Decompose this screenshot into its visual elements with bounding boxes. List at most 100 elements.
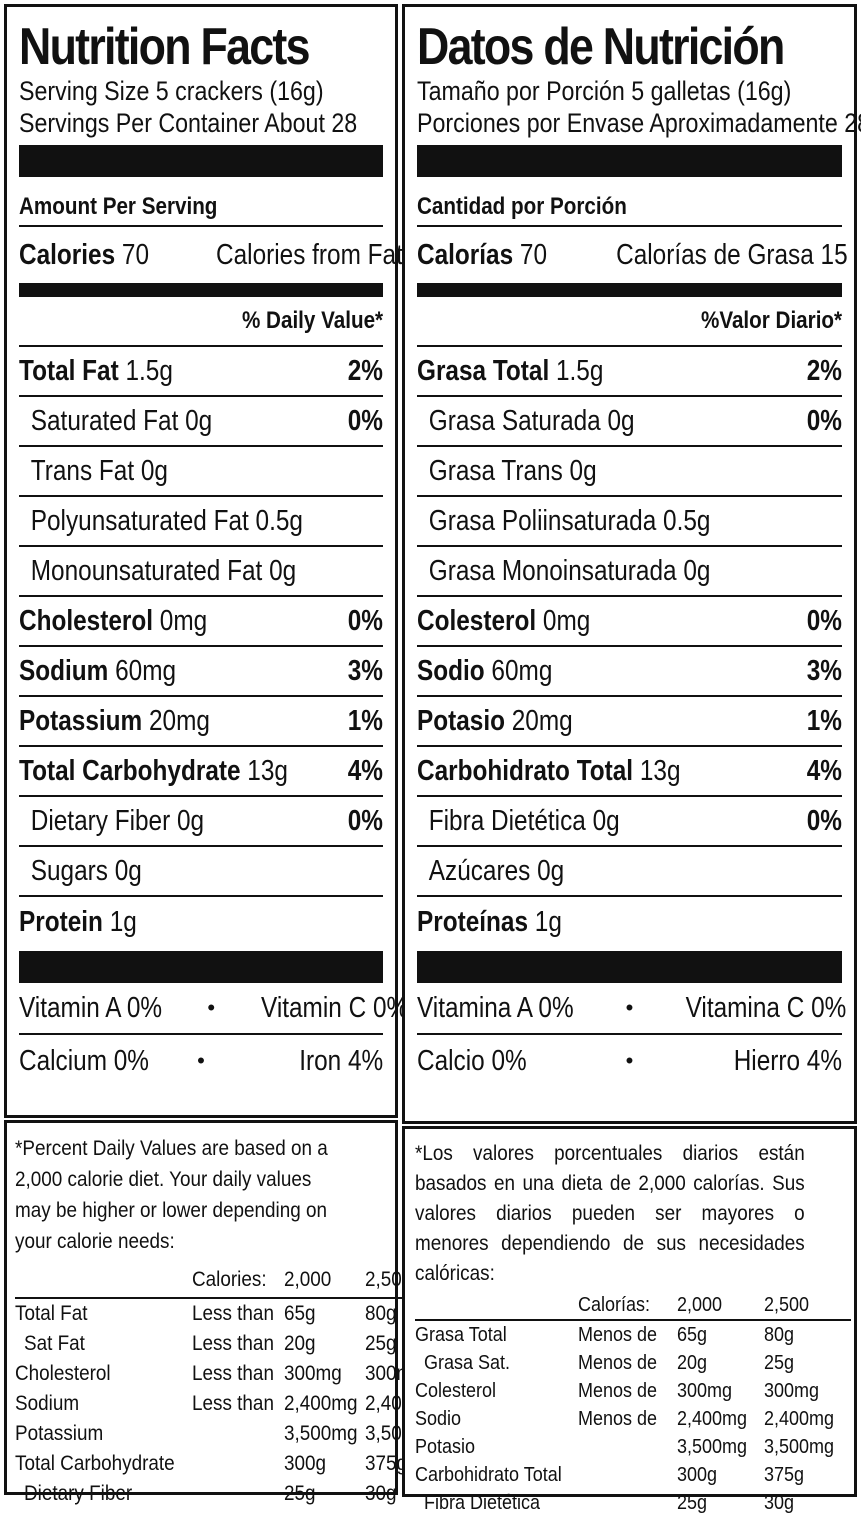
table-value-2500: 30g bbox=[365, 1482, 397, 1505]
calories-value: 70 bbox=[513, 238, 548, 271]
nutrient-name: Sodio bbox=[417, 654, 485, 687]
table-qualifier: Menos de bbox=[578, 1323, 658, 1346]
daily-value-percent: 3% bbox=[347, 654, 383, 687]
table-value-2000: 3,500mg bbox=[283, 1422, 358, 1445]
table-nutrient-name: Cholesterol bbox=[15, 1362, 111, 1385]
servings-per-container: Servings Per Container About 28 bbox=[19, 108, 358, 138]
table-qualifier: Menos de bbox=[578, 1379, 658, 1402]
amount-per-serving: Cantidad por Porción bbox=[417, 191, 842, 227]
table-nutrient-name: Total Fat bbox=[15, 1302, 88, 1325]
nutrient-amount: 1g bbox=[102, 905, 137, 938]
bullet-separator: • bbox=[625, 1048, 634, 1073]
nutrient-amount: 0g bbox=[262, 554, 297, 587]
nutrient-amount: 13g bbox=[633, 754, 681, 787]
vitamin-list: Vitamina A 0% • Vitamina C 0% Calcio 0% • Hie… bbox=[417, 983, 846, 1087]
nutrient-amount: 1.5g bbox=[118, 354, 173, 387]
table-row: Sat Fat Less than 20g 25g bbox=[15, 1329, 447, 1359]
table-value-2500: 375g bbox=[365, 1452, 408, 1475]
vitamin-value: Calcio 0% bbox=[417, 1044, 527, 1077]
nutrient-name: Proteínas bbox=[417, 905, 529, 938]
vitamin-value: Calcium 0% bbox=[19, 1044, 149, 1077]
vitamin-row: Vitamina A 0% • Vitamina C 0% bbox=[417, 983, 846, 1035]
table-value-2500: 3,500mg bbox=[763, 1435, 834, 1458]
nutrient-name: Grasa Trans bbox=[428, 454, 563, 487]
divider-bar bbox=[19, 951, 383, 983]
nutrient-row: Proteínas 1g bbox=[417, 897, 842, 947]
table-qualifier: Less than bbox=[192, 1332, 275, 1355]
daily-value-percent: 0% bbox=[806, 604, 842, 637]
nutrient-amount: 0g bbox=[676, 554, 711, 587]
daily-value-percent: 0% bbox=[806, 804, 842, 837]
nutrient-amount: 0g bbox=[562, 454, 597, 487]
table-header-row: Calorías: 2,000 2,500 bbox=[415, 1291, 851, 1320]
divider-bar bbox=[417, 951, 842, 983]
table-value-2000: 3,500mg bbox=[676, 1435, 747, 1458]
table-nutrient-name: Dietary Fiber bbox=[24, 1482, 133, 1505]
table-nutrient-name: Grasa Total bbox=[415, 1323, 507, 1346]
vitamin-value: Vitamin C 0% bbox=[261, 991, 409, 1024]
nutrient-row: Cholesterol 0mg 0% bbox=[19, 597, 383, 647]
nutrient-amount: 13g bbox=[240, 754, 288, 787]
nutrient-row: Potasio 20mg 1% bbox=[417, 697, 842, 747]
nutrient-name: Colesterol bbox=[417, 604, 537, 637]
nutrient-name: Carbohidrato Total bbox=[417, 754, 634, 787]
footnote-text: *Los valores porcentuales diarios están … bbox=[415, 1142, 805, 1285]
table-value-2500: 25g bbox=[763, 1351, 794, 1374]
table-value-2000: 25g bbox=[676, 1491, 707, 1514]
daily-value-header: % Daily Value* bbox=[19, 297, 383, 347]
table-value-2000: 20g bbox=[676, 1351, 707, 1374]
daily-value-percent: 0% bbox=[347, 604, 383, 637]
table-header-label: Calories: bbox=[192, 1268, 268, 1291]
divider-bar bbox=[417, 145, 842, 177]
nutrient-list: Total Fat 1.5g 2% Saturated Fat 0g 0% Trans … bbox=[19, 347, 383, 947]
panel-title: Nutrition Facts bbox=[19, 18, 310, 76]
daily-values-table: Calories: 2,000 2,500 Total Fat Less than 65g… bbox=[15, 1263, 447, 1509]
servings-per-container: Porciones por Envase Aproximadamente 28 bbox=[417, 108, 861, 138]
daily-value-percent: 2% bbox=[347, 354, 383, 387]
daily-values-footnote-spanish: *Los valores porcentuales diarios están … bbox=[402, 1126, 857, 1514]
nutrient-name: Sodium bbox=[19, 654, 109, 687]
nutrient-row: Sugars 0g bbox=[19, 847, 383, 897]
nutrient-name: Monounsaturated Fat bbox=[30, 554, 263, 587]
panel-title: Datos de Nutrición bbox=[417, 18, 785, 76]
vitamin-value: Hierro 4% bbox=[733, 1044, 842, 1077]
vitamin-value: Vitamina C 0% bbox=[685, 991, 847, 1024]
nutrient-row: Grasa Monoinsaturada 0g bbox=[417, 547, 842, 597]
bullet-separator: • bbox=[625, 995, 634, 1020]
nutrient-name: Saturated Fat bbox=[30, 404, 179, 437]
nutrient-name: Total Carbohydrate bbox=[19, 754, 241, 787]
nutrient-name: Dietary Fiber bbox=[30, 804, 171, 837]
nutrient-amount: 0mg bbox=[153, 604, 208, 637]
vitamin-row: Calcium 0% • Iron 4% bbox=[19, 1035, 383, 1087]
table-header-2500: 2,500 bbox=[365, 1268, 413, 1291]
nutrient-name: Sugars bbox=[30, 854, 108, 887]
daily-value-percent: 3% bbox=[806, 654, 842, 687]
daily-value-percent: 0% bbox=[347, 404, 383, 437]
bullet-separator: • bbox=[197, 1048, 205, 1073]
divider-bar bbox=[417, 283, 842, 297]
nutrient-row: Grasa Saturada 0g 0% bbox=[417, 397, 842, 447]
nutrient-row: Colesterol 0mg 0% bbox=[417, 597, 842, 647]
table-nutrient-name: Sodio bbox=[415, 1407, 462, 1430]
calories-row: Calories 70 Calories from Fat 15 bbox=[19, 227, 436, 283]
nutrient-row: Grasa Trans 0g bbox=[417, 447, 842, 497]
nutrient-amount: 20mg bbox=[504, 704, 573, 737]
nutrient-amount: 1g bbox=[528, 905, 562, 938]
table-value-2000: 65g bbox=[283, 1302, 316, 1325]
nutrient-amount: 0g bbox=[178, 404, 213, 437]
nutrient-name: Grasa Poliinsaturada bbox=[428, 504, 657, 537]
table-row: Colesterol Menos de 300mg 300mg bbox=[415, 1377, 851, 1405]
nutrient-row: Potassium 20mg 1% bbox=[19, 697, 383, 747]
table-value-2000: 2,400mg bbox=[283, 1392, 358, 1415]
calories-label: Calories bbox=[19, 238, 116, 271]
nutrient-row: Saturated Fat 0g 0% bbox=[19, 397, 383, 447]
calories-label: Calorías bbox=[417, 238, 514, 271]
nutrient-row: Sodium 60mg 3% bbox=[19, 647, 383, 697]
nutrient-name: Grasa Saturada bbox=[428, 404, 601, 437]
nutrient-name: Grasa Monoinsaturada bbox=[428, 554, 677, 587]
nutrient-row: Polyunsaturated Fat 0.5g bbox=[19, 497, 383, 547]
daily-value-header: %Valor Diario* bbox=[417, 297, 842, 347]
nutrient-amount: 0.5g bbox=[248, 504, 303, 537]
nutrient-list: Grasa Total 1.5g 2% Grasa Saturada 0g 0% Gra… bbox=[417, 347, 842, 947]
nutrient-amount: 1.5g bbox=[549, 354, 604, 387]
